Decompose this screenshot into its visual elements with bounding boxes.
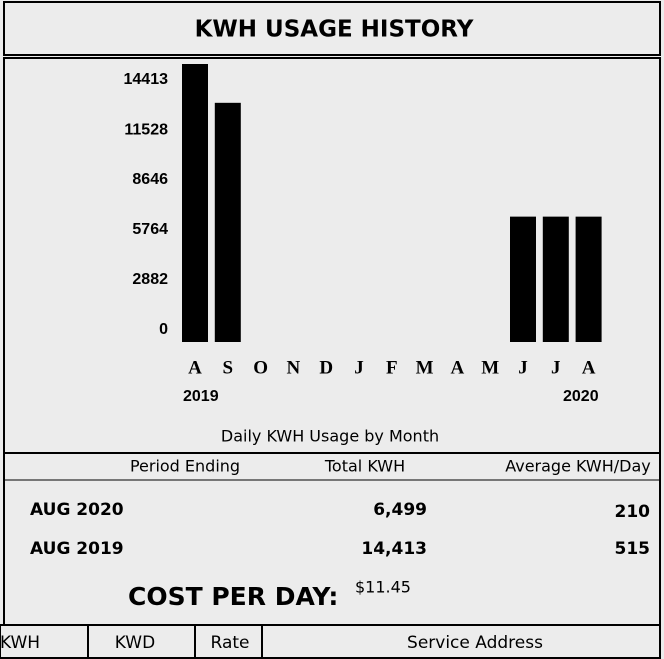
y-tick-label: 11528 [124,121,168,138]
table-cell: 14,413 [361,539,427,559]
y-tick-label: 0 [159,321,168,338]
cost-value: $11.45 [355,578,411,597]
year-label: 2019 [183,388,219,405]
table-cell: AUG 2019 [30,539,124,559]
y-tick-label: 14413 [124,71,169,88]
table-cell: 210 [615,502,651,522]
bar [182,64,208,342]
table-cell: 515 [615,539,651,559]
y-tick-label: 8646 [132,171,168,188]
bar [542,216,569,342]
table-header: Period Ending [130,457,240,476]
cost-label: COST PER DAY: [128,582,338,611]
x-tick-label: F [386,357,398,378]
tab[interactable]: KWD [115,633,155,653]
table-header: Total KWH [324,457,405,476]
table-cell: AUG 2020 [30,500,124,520]
tab-bar [0,624,661,659]
x-tick-label: J [518,357,528,378]
x-axis-label: Daily KWH Usage by Month [221,427,439,446]
bar [510,216,536,342]
x-tick-label: N [287,357,301,378]
table-header: Average KWH/Day [505,457,651,476]
x-tick-label: A [582,357,596,378]
tab[interactable]: KWH [0,633,40,653]
x-tick-label: A [451,357,465,378]
y-tick-label: 5764 [132,221,168,238]
chart-title: KWH USAGE HISTORY [195,17,474,43]
bar [214,102,241,343]
y-tick-label: 2882 [132,271,168,288]
tab[interactable]: Rate [211,633,250,653]
bar [575,216,602,342]
title-box [3,1,661,56]
x-tick-label: J [354,357,364,378]
x-tick-label: J [551,357,561,378]
year-label: 2020 [563,388,599,405]
x-tick-label: S [223,357,234,378]
tab[interactable]: Service Address [407,633,543,653]
x-tick-label: M [416,357,434,378]
x-tick-label: O [253,357,268,378]
table-cell: 6,499 [373,500,427,520]
x-tick-label: M [481,357,499,378]
x-tick-label: A [188,357,202,378]
x-tick-label: D [319,357,333,378]
